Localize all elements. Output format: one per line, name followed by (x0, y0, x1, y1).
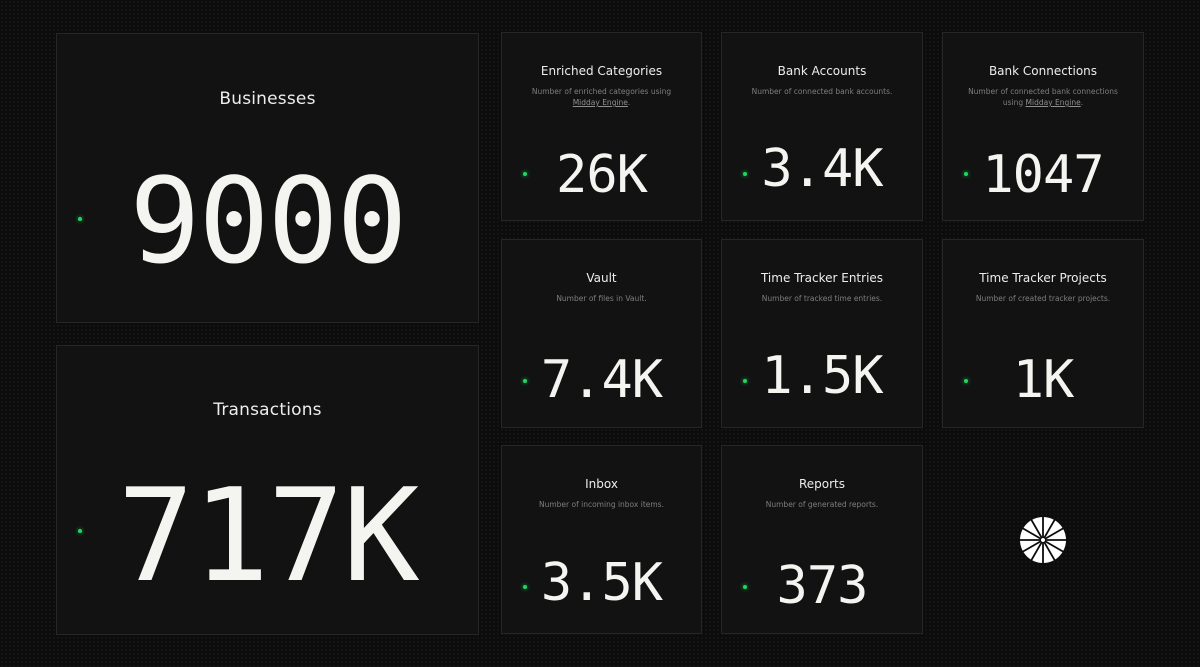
description-text: Number of connected bank connections usi… (968, 87, 1118, 107)
bank-accounts-card: Bank Accounts Number of connected bank a… (721, 32, 923, 221)
description-period: . (627, 98, 631, 107)
bank-accounts-description: Number of connected bank accounts. (751, 87, 893, 96)
time-tracker-entries-title: Time Tracker Entries (760, 271, 884, 285)
description-period: . (1080, 98, 1084, 107)
time-tracker-projects-title: Time Tracker Projects (979, 271, 1107, 285)
reports-card: Reports Number of generated reports. 373 (721, 445, 923, 634)
midday-engine-link[interactable]: Midday Engine (1025, 98, 1081, 107)
businesses-title: Businesses (219, 89, 316, 109)
time-tracker-projects-value: 1K (1012, 350, 1075, 410)
vault-value: 7.4K (540, 350, 663, 410)
midday-logo-icon (1019, 516, 1067, 564)
transactions-card: Transactions 717K (56, 345, 479, 635)
vault-description: Number of files in Vault. (556, 294, 647, 303)
enriched-categories-title: Enriched Categories (540, 64, 663, 78)
time-tracker-entries-value: 1.5K (761, 346, 883, 406)
businesses-card: Businesses 9000 (56, 33, 479, 323)
reports-title: Reports (798, 477, 846, 491)
live-indicator-dot (743, 585, 747, 589)
inbox-description: Number of incoming inbox items. (539, 500, 664, 509)
description-text: Number of enriched categories using (531, 87, 672, 96)
live-indicator-dot (523, 172, 527, 176)
businesses-value: 9000 (129, 152, 407, 290)
midday-engine-link[interactable]: Midday Engine (572, 98, 628, 107)
bank-connections-card: Bank Connections Number of connected ban… (942, 32, 1144, 221)
bank-accounts-value: 3.4K (761, 139, 883, 199)
bank-connections-title: Bank Connections (988, 64, 1098, 78)
live-indicator-dot (523, 379, 527, 383)
enriched-categories-card: Enriched Categories Number of enriched c… (501, 32, 702, 221)
inbox-title: Inbox (585, 477, 618, 491)
live-indicator-dot (78, 217, 82, 221)
live-indicator-dot (78, 529, 82, 533)
inbox-value: 3.5K (540, 553, 663, 613)
enriched-categories-value: 26K (556, 145, 648, 205)
bank-accounts-title: Bank Accounts (777, 64, 867, 78)
vault-card: Vault Number of files in Vault. 7.4K (501, 239, 702, 428)
bank-connections-value: 1047 (982, 145, 1104, 205)
reports-value: 373 (776, 556, 869, 616)
transactions-value: 717K (117, 462, 419, 611)
enriched-categories-description: Number of enriched categories using Midd… (524, 86, 679, 108)
inbox-card: Inbox Number of incoming inbox items. 3.… (501, 445, 702, 634)
live-indicator-dot (964, 379, 968, 383)
vault-title: Vault (586, 271, 617, 285)
live-indicator-dot (743, 379, 747, 383)
time-tracker-entries-card: Time Tracker Entries Number of tracked t… (721, 239, 923, 428)
time-tracker-projects-card: Time Tracker Projects Number of created … (942, 239, 1144, 428)
bank-connections-description: Number of connected bank connections usi… (965, 86, 1121, 108)
time-tracker-projects-description: Number of created tracker projects. (975, 294, 1111, 303)
live-indicator-dot (743, 172, 747, 176)
reports-description: Number of generated reports. (765, 500, 879, 509)
time-tracker-entries-description: Number of tracked time entries. (761, 294, 883, 303)
live-indicator-dot (964, 172, 968, 176)
transactions-title: Transactions (213, 400, 322, 420)
live-indicator-dot (523, 585, 527, 589)
